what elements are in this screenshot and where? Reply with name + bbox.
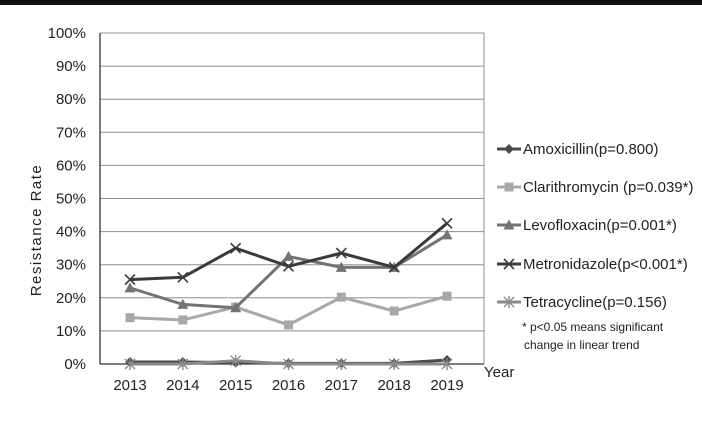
legend-item: Levofloxacin(p=0.001*)	[497, 217, 677, 234]
annotation-line-2: change in linear trend	[524, 338, 639, 352]
data-point	[283, 358, 294, 370]
series-lines	[124, 217, 453, 370]
legend-marker	[504, 182, 514, 192]
y-tick-label: 0%	[64, 356, 86, 373]
data-point	[335, 247, 347, 259]
data-point	[442, 291, 452, 301]
data-point	[441, 358, 453, 370]
legend-label: Clarithromycin (p=0.039*)	[523, 179, 694, 196]
data-point	[124, 282, 136, 293]
data-point	[124, 358, 136, 370]
data-point	[335, 358, 347, 370]
data-point	[388, 358, 400, 370]
data-point	[441, 217, 453, 229]
top-rule	[0, 0, 702, 5]
data-point	[177, 298, 189, 309]
data-point	[336, 292, 346, 302]
x-tick-label: 2014	[166, 377, 199, 394]
series-line	[129, 233, 448, 310]
data-point	[177, 358, 189, 370]
y-tick-label: 90%	[56, 58, 86, 75]
x-tick-label: 2013	[113, 377, 146, 394]
data-point	[389, 306, 399, 316]
y-axis-label: Resistance Rate	[28, 164, 45, 297]
data-point	[178, 315, 188, 325]
annotation-line-1: * p<0.05 means significant	[522, 320, 664, 334]
legend-item: Amoxicillin(p=0.800)	[497, 141, 658, 158]
y-tick-label: 60%	[56, 157, 86, 174]
legend-item: Tetracycline(p=0.156)	[497, 294, 667, 311]
legend-label: Amoxicillin(p=0.800)	[523, 141, 658, 158]
series-tetracycline	[124, 354, 453, 370]
data-point	[282, 260, 295, 272]
data-point	[284, 320, 293, 330]
data-point	[124, 274, 136, 286]
legend-item: Clarithromycin (p=0.039*)	[497, 179, 694, 196]
y-tick-label: 10%	[56, 323, 86, 340]
legend-label: Tetracycline(p=0.156)	[523, 294, 667, 311]
series-metronidazole	[124, 217, 453, 286]
legend-label: Levofloxacin(p=0.001*)	[523, 217, 677, 234]
y-tick-labels: 0% 10% 20% 30% 40% 50% 60% 70% 80% 90% 100%	[48, 25, 86, 373]
legend: Amoxicillin(p=0.800) Clarithromycin (p=0.…	[497, 141, 694, 311]
data-point	[177, 271, 189, 283]
legend-marker	[504, 144, 514, 154]
y-tick-label: 40%	[56, 224, 86, 241]
y-tick-label: 70%	[56, 124, 86, 141]
x-tick-label: 2018	[377, 377, 410, 394]
data-point	[230, 302, 242, 313]
data-point	[230, 242, 242, 254]
y-tick-label: 30%	[56, 257, 86, 274]
legend-label: Metronidazole(p<0.001*)	[523, 256, 688, 273]
gridlines	[99, 32, 485, 365]
x-axis-label: Year	[484, 364, 514, 381]
series-levofloxacin	[124, 229, 453, 313]
y-tick-label: 100%	[48, 25, 86, 42]
x-tick-label: 2017	[325, 377, 358, 394]
legend-marker	[503, 258, 515, 270]
data-point	[388, 261, 400, 273]
x-tick-label: 2019	[430, 377, 463, 394]
data-point	[125, 313, 135, 323]
x-tick-label: 2016	[272, 377, 305, 394]
data-point	[283, 250, 294, 261]
y-tick-label: 20%	[56, 290, 86, 307]
x-tick-label: 2015	[219, 377, 252, 394]
x-tick-labels: 2013 2014 2015 2016 2017 2018 2019	[113, 377, 463, 394]
legend-marker	[503, 219, 515, 230]
legend-marker	[503, 296, 515, 308]
y-tick-label: 50%	[56, 191, 86, 208]
legend-item: Metronidazole(p<0.001*)	[497, 256, 688, 273]
data-point	[230, 354, 242, 367]
data-point	[441, 229, 453, 240]
data-point	[335, 261, 347, 272]
y-tick-label: 80%	[56, 91, 86, 108]
